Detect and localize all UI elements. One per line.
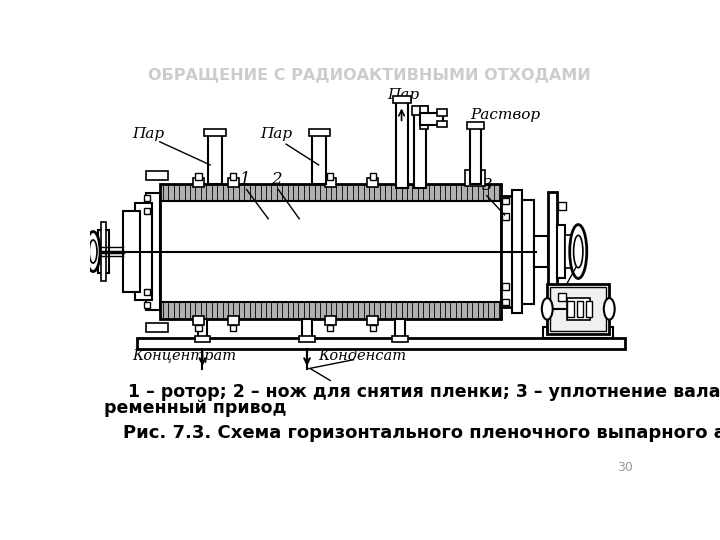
- Bar: [145, 323, 168, 332]
- Bar: [193, 316, 204, 325]
- Bar: [228, 316, 239, 325]
- Bar: [309, 129, 330, 137]
- Bar: [513, 190, 522, 313]
- Text: 1: 1: [240, 171, 251, 188]
- Bar: [586, 301, 593, 316]
- Bar: [135, 204, 152, 300]
- Bar: [565, 234, 571, 268]
- Ellipse shape: [89, 240, 97, 263]
- Bar: [412, 106, 428, 115]
- Bar: [230, 325, 236, 331]
- Text: ОБРАЩЕНИЕ С РАДИОАКТИВНЫМИ ОТХОДАМИ: ОБРАЩЕНИЕ С РАДИОАКТИВНЫМИ ОТХОДАМИ: [148, 68, 590, 83]
- Bar: [503, 299, 508, 305]
- Bar: [327, 325, 333, 331]
- Bar: [420, 106, 428, 129]
- Bar: [395, 319, 405, 338]
- Bar: [145, 193, 160, 309]
- Ellipse shape: [574, 235, 583, 268]
- Bar: [230, 173, 236, 179]
- Text: 2: 2: [271, 171, 282, 188]
- Bar: [325, 178, 336, 187]
- Bar: [122, 211, 140, 292]
- Bar: [465, 170, 485, 186]
- Bar: [325, 316, 336, 325]
- Bar: [327, 173, 333, 179]
- Bar: [420, 113, 444, 125]
- Bar: [567, 301, 574, 316]
- Bar: [534, 236, 548, 267]
- Text: Рис. 7.3. Схема горизонтального пленочного выпарного аппарата: Рис. 7.3. Схема горизонтального пленочно…: [122, 423, 720, 442]
- Bar: [370, 325, 376, 331]
- Bar: [160, 184, 500, 319]
- Text: Пар: Пар: [132, 127, 165, 141]
- Text: 1 – ротор; 2 – нож для снятия пленки; 3 – уплотнение вала; 4 –: 1 – ротор; 2 – нож для снятия пленки; 3 …: [104, 383, 720, 401]
- Bar: [567, 298, 590, 320]
- Text: 3: 3: [482, 177, 492, 194]
- Bar: [144, 195, 150, 201]
- Bar: [198, 319, 207, 338]
- Bar: [558, 294, 566, 301]
- Bar: [414, 108, 426, 188]
- Bar: [550, 287, 606, 331]
- Ellipse shape: [542, 298, 553, 320]
- Bar: [195, 325, 202, 331]
- Bar: [503, 213, 508, 220]
- Bar: [557, 225, 565, 279]
- Bar: [145, 171, 168, 180]
- Bar: [300, 336, 315, 342]
- Ellipse shape: [570, 225, 587, 279]
- Bar: [500, 195, 513, 307]
- Bar: [144, 208, 150, 214]
- Bar: [204, 129, 225, 137]
- Bar: [228, 178, 239, 187]
- Bar: [392, 336, 408, 342]
- Bar: [558, 202, 566, 210]
- Bar: [101, 222, 106, 281]
- Text: Пар: Пар: [387, 87, 419, 102]
- Bar: [503, 198, 508, 204]
- Text: Конденсат: Конденсат: [319, 349, 407, 363]
- Bar: [193, 178, 204, 187]
- Bar: [195, 173, 202, 179]
- Ellipse shape: [604, 298, 615, 320]
- Bar: [547, 284, 609, 334]
- Bar: [144, 302, 150, 308]
- Bar: [367, 178, 378, 187]
- Bar: [160, 302, 500, 319]
- Bar: [469, 125, 481, 184]
- Bar: [393, 96, 411, 103]
- Text: ременный привод: ременный привод: [104, 399, 287, 417]
- Bar: [302, 319, 312, 338]
- Bar: [98, 230, 109, 273]
- Bar: [137, 338, 625, 349]
- Bar: [522, 200, 534, 303]
- Bar: [367, 316, 378, 325]
- Bar: [544, 327, 613, 338]
- Bar: [577, 301, 583, 316]
- Bar: [312, 132, 326, 184]
- Bar: [437, 121, 446, 127]
- Bar: [396, 102, 408, 188]
- Text: Концентрат: Концентрат: [132, 349, 237, 363]
- Ellipse shape: [86, 232, 100, 272]
- Text: Пар: Пар: [261, 127, 292, 141]
- Text: 30: 30: [616, 462, 632, 475]
- Bar: [370, 173, 376, 179]
- Bar: [467, 122, 484, 129]
- Bar: [437, 110, 446, 116]
- Bar: [144, 289, 150, 295]
- Bar: [503, 284, 508, 289]
- Bar: [160, 184, 500, 201]
- Text: 4: 4: [577, 249, 588, 267]
- Text: Раствор: Раствор: [469, 107, 540, 122]
- Bar: [548, 192, 557, 311]
- Bar: [194, 336, 210, 342]
- Bar: [208, 132, 222, 184]
